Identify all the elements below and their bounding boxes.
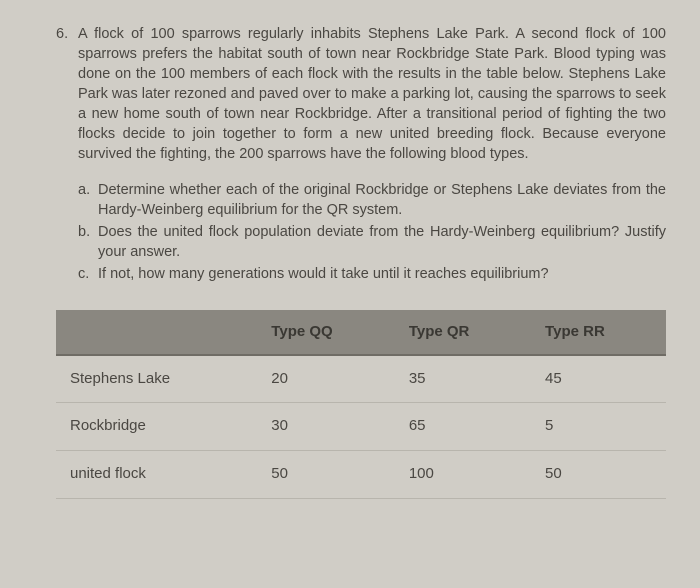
sub-c: c. If not, how many generations would it…	[78, 264, 666, 284]
question-text: A flock of 100 sparrows regularly inhabi…	[78, 24, 666, 164]
table-cell: 50	[531, 451, 666, 499]
table-cell: Stephens Lake	[56, 355, 257, 403]
sub-text: Determine whether each of the original R…	[98, 180, 666, 220]
table-header: Type QQ	[257, 310, 395, 355]
table-cell: 65	[395, 403, 531, 451]
table-cell: 5	[531, 403, 666, 451]
table-cell: united flock	[56, 451, 257, 499]
sub-letter: c.	[78, 264, 98, 284]
table-cell: 35	[395, 355, 531, 403]
subquestions: a. Determine whether each of the origina…	[78, 180, 666, 284]
table-cell: Rockbridge	[56, 403, 257, 451]
table-row: united flock 50 100 50	[56, 451, 666, 499]
table-cell: 50	[257, 451, 395, 499]
table-header	[56, 310, 257, 355]
question-block: 6. A flock of 100 sparrows regularly inh…	[56, 24, 666, 164]
sub-text: If not, how many generations would it ta…	[98, 264, 666, 284]
table-row: Rockbridge 30 65 5	[56, 403, 666, 451]
table-header: Type RR	[531, 310, 666, 355]
table-row: Stephens Lake 20 35 45	[56, 355, 666, 403]
sub-b: b. Does the united flock population devi…	[78, 222, 666, 262]
table-cell: 45	[531, 355, 666, 403]
question-number: 6.	[56, 24, 78, 164]
table-header-row: Type QQ Type QR Type RR	[56, 310, 666, 355]
table-header: Type QR	[395, 310, 531, 355]
sub-text: Does the united flock population deviate…	[98, 222, 666, 262]
sub-letter: b.	[78, 222, 98, 262]
table-cell: 30	[257, 403, 395, 451]
table-cell: 20	[257, 355, 395, 403]
data-table: Type QQ Type QR Type RR Stephens Lake 20…	[56, 310, 666, 499]
sub-letter: a.	[78, 180, 98, 220]
sub-a: a. Determine whether each of the origina…	[78, 180, 666, 220]
table-cell: 100	[395, 451, 531, 499]
